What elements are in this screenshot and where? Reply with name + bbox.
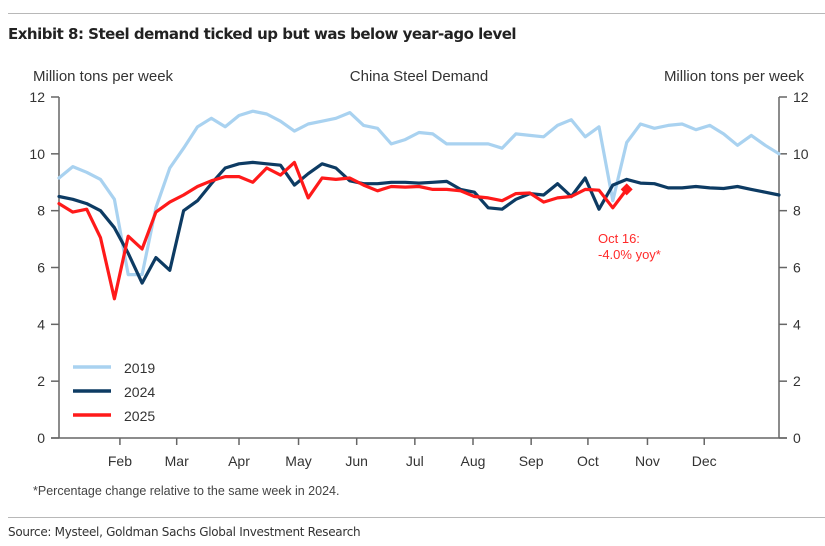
y-tick-label-right: 0 — [793, 430, 801, 446]
y-tick-label-left: 6 — [37, 260, 45, 276]
x-tick-label: Mar — [165, 453, 189, 469]
x-tick-label: Jul — [406, 453, 424, 469]
x-tick-label: Sep — [519, 453, 544, 469]
y-tick-label-right: 4 — [793, 316, 801, 332]
x-tick-label: Jun — [345, 453, 368, 469]
series-line-2019 — [57, 109, 781, 277]
series-line-2025 — [57, 160, 629, 301]
x-tick-label: Apr — [228, 453, 250, 469]
y-axis-label-left: Million tons per week — [33, 68, 174, 85]
y-tick-label-left: 4 — [37, 316, 45, 332]
y-tick-label-left: 12 — [29, 89, 45, 105]
y-axis-label-right: Million tons per week — [664, 68, 805, 85]
y-tick-label-right: 10 — [793, 146, 809, 162]
legend-label-2019: 2019 — [124, 360, 155, 376]
y-tick-label-right: 8 — [793, 203, 801, 219]
y-tick-label-left: 2 — [37, 373, 45, 389]
y-tick-label-left: 8 — [37, 203, 45, 219]
series-line-2024 — [57, 160, 781, 285]
last-point-marker — [620, 183, 633, 196]
exhibit-title: Exhibit 8: Steel demand ticked up but wa… — [8, 25, 517, 43]
x-tick-label: Aug — [461, 453, 486, 469]
bottom-divider — [8, 517, 825, 518]
y-tick-label-right: 12 — [793, 89, 809, 105]
y-tick-label-right: 2 — [793, 373, 801, 389]
y-tick-label-left: 10 — [29, 146, 45, 162]
y-tick-label-right: 6 — [793, 260, 801, 276]
legend-label-2025: 2025 — [124, 408, 155, 424]
x-tick-label: May — [285, 453, 311, 469]
chart-title: China Steel Demand — [350, 68, 488, 85]
source-note: Source: Mysteel, Goldman Sachs Global In… — [8, 525, 361, 539]
x-tick-label: Dec — [692, 453, 717, 469]
x-tick-label: Feb — [108, 453, 132, 469]
x-tick-label: Nov — [635, 453, 660, 469]
annotation-date: Oct 16: — [598, 231, 640, 246]
y-tick-label-left: 0 — [37, 430, 45, 446]
footnote: *Percentage change relative to the same … — [33, 484, 339, 498]
top-divider — [8, 13, 825, 14]
annotation-value: -4.0% yoy* — [598, 247, 661, 262]
x-tick-label: Oct — [577, 453, 599, 469]
legend-label-2024: 2024 — [124, 384, 155, 400]
